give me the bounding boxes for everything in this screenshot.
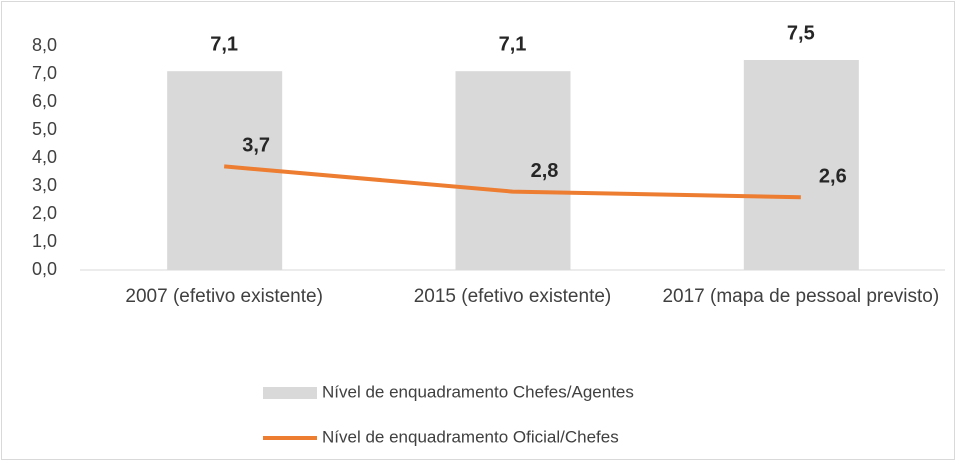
x-tick-label: 2015 (efetivo existente) <box>413 286 612 307</box>
legend-label: Nível de enquadramento Oficial/Chefes <box>322 427 619 446</box>
line-value-label: 3,7 <box>242 135 270 157</box>
bar-value-label: 7,5 <box>787 22 815 44</box>
bar <box>455 71 571 270</box>
line-value-label: 2,6 <box>819 165 847 187</box>
line-value-label: 2,8 <box>531 160 559 182</box>
y-tick-label: 1,0 <box>32 231 57 251</box>
bar <box>743 60 859 270</box>
y-tick-label: 7,0 <box>32 63 57 83</box>
y-tick-label: 4,0 <box>32 147 57 167</box>
y-tick-label: 2,0 <box>32 203 57 223</box>
x-tick-label: 2007 (efetivo existente) <box>125 286 323 307</box>
y-tick-label: 5,0 <box>32 119 57 139</box>
y-tick-label: 0,0 <box>32 259 57 279</box>
y-tick-label: 6,0 <box>32 91 57 111</box>
bar-value-label: 7,1 <box>499 33 527 55</box>
legend-label: Nível de enquadramento Chefes/Agentes <box>322 382 634 401</box>
y-tick-label: 3,0 <box>32 175 57 195</box>
line <box>223 164 801 200</box>
legend-swatch <box>263 387 317 399</box>
x-tick-label: 2017 (mapa de pessoal previsto) <box>662 286 940 307</box>
y-tick-label: 8,0 <box>32 35 57 55</box>
bar-value-label: 7,1 <box>210 33 238 55</box>
